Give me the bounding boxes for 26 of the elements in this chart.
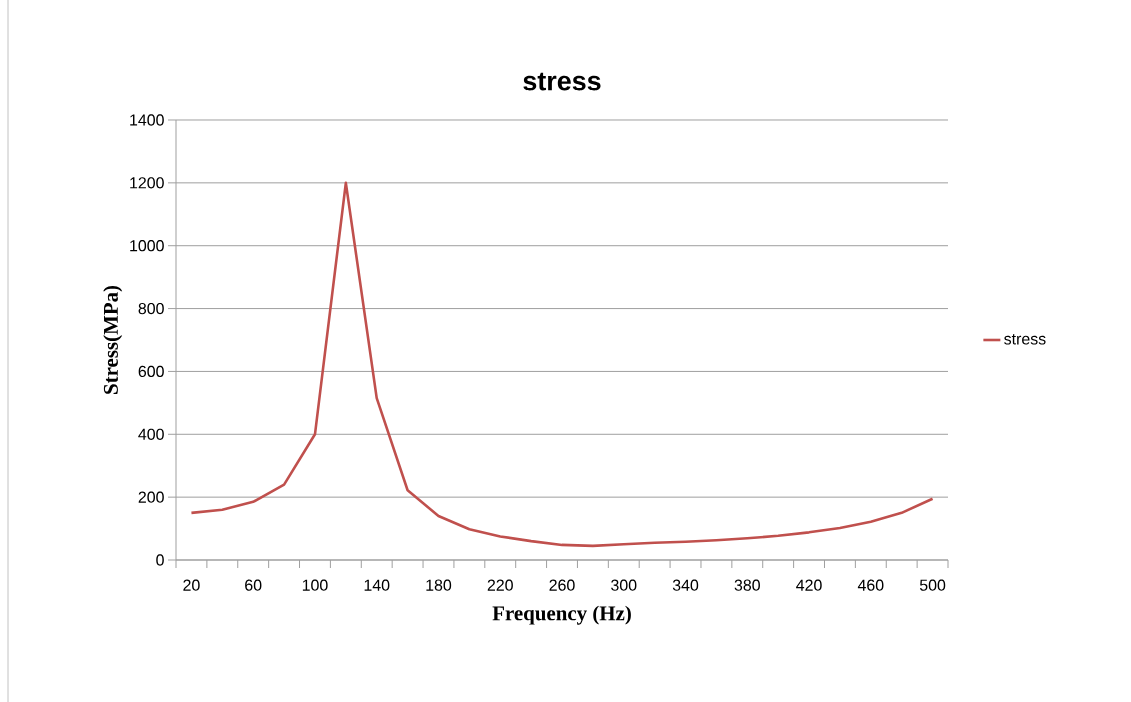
x-tick-label: 140 — [364, 579, 390, 591]
x-tick-label: 420 — [796, 579, 822, 591]
x-tick-label: 300 — [611, 579, 637, 591]
y-tick-label: 1400 — [130, 114, 164, 126]
chart-title: stress — [523, 72, 601, 91]
y-tick-label: 600 — [138, 365, 164, 378]
x-tick-label: 500 — [919, 579, 946, 591]
y-tick-label: 1000 — [130, 240, 164, 252]
x-axis-title: Frequency (Hz) — [492, 605, 631, 625]
legend-label: stress — [1004, 334, 1046, 345]
y-tick-label: 800 — [138, 302, 164, 315]
y-tick-label: 0 — [156, 554, 164, 566]
x-tick-label: 380 — [734, 579, 760, 591]
y-axis-title: Stress(MPa) — [103, 285, 123, 394]
x-tick-label: 340 — [672, 579, 699, 591]
y-tick-label: 200 — [138, 491, 164, 503]
x-tick-label: 260 — [549, 579, 575, 591]
x-tick-label: 100 — [302, 579, 328, 591]
y-tick-label: 1200 — [130, 177, 164, 189]
line-series — [190, 181, 934, 548]
x-tick-label: 180 — [426, 579, 452, 591]
y-tick-label: 400 — [138, 428, 164, 440]
x-tick-label: 460 — [857, 579, 884, 591]
x-tick-label: 20 — [183, 579, 200, 591]
x-tick-label: 220 — [487, 579, 513, 591]
x-tick-label: 60 — [245, 579, 262, 591]
